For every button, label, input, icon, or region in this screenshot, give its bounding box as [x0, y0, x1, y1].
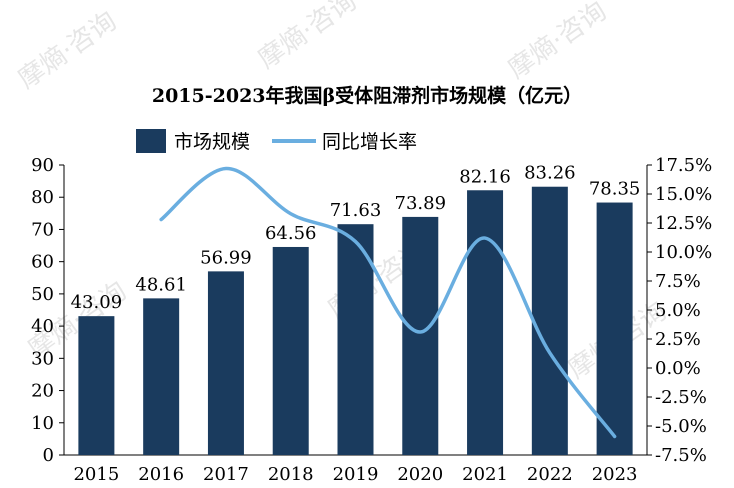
y-right-tick-label: 12.5% — [655, 213, 712, 234]
x-tick-label: 2018 — [268, 464, 314, 485]
legend-bar-swatch — [136, 129, 166, 153]
y-left-tick-label: 40 — [31, 316, 54, 337]
x-tick-label: 2023 — [592, 464, 638, 485]
bar-data-label: 83.26 — [524, 163, 576, 184]
legend-bar-label: 市场规模 — [174, 131, 250, 153]
legend: 市场规模 同比增长率 — [136, 129, 417, 153]
y-right-tick-label: -5.0% — [655, 416, 707, 437]
y-right-tick-label: 0.0% — [655, 358, 701, 379]
chart-title: 2015-2023年我国β受体阻滞剂市场规模（亿元） — [152, 84, 582, 107]
x-tick-label: 2020 — [397, 464, 443, 485]
y-left-tick-label: 90 — [31, 155, 54, 176]
y-left-tick-label: 30 — [31, 348, 54, 369]
y-left-tick-label: 10 — [31, 413, 54, 434]
y-right-tick-label: -7.5% — [655, 445, 707, 466]
bar-data-label: 71.63 — [330, 200, 382, 221]
y-left-tick-label: 60 — [31, 252, 54, 273]
bar — [531, 186, 568, 455]
y-right-tick-label: -2.5% — [655, 387, 707, 408]
y-right-tick-label: 17.5% — [655, 155, 712, 176]
y-right-tick-label: 15.0% — [655, 184, 712, 205]
x-tick-label: 2019 — [333, 464, 379, 485]
bar — [402, 216, 439, 455]
bar-data-label: 43.09 — [71, 292, 123, 313]
bar-data-label: 56.99 — [200, 247, 252, 268]
x-tick-label: 2022 — [527, 464, 573, 485]
legend-line-label: 同比增长率 — [322, 131, 417, 153]
y-right-tick-label: 5.0% — [655, 300, 701, 321]
x-tick-label: 2015 — [73, 464, 119, 485]
bar-data-label: 82.16 — [459, 166, 511, 187]
bar-data-label: 48.61 — [135, 274, 187, 295]
bar — [207, 271, 244, 455]
x-tick-label: 2021 — [462, 464, 508, 485]
y-right-tick-label: 10.0% — [655, 242, 712, 263]
y-left-tick-label: 80 — [31, 187, 54, 208]
y-left-tick-label: 50 — [31, 284, 54, 305]
y-left-tick-label: 20 — [31, 381, 54, 402]
y-right-tick-label: 7.5% — [655, 271, 701, 292]
y-left-tick-label: 70 — [31, 219, 54, 240]
y-left-tick-label: 0 — [43, 445, 54, 466]
bar-data-label: 78.35 — [589, 179, 641, 200]
bar — [272, 246, 309, 455]
bar — [143, 298, 180, 455]
x-tick-label: 2017 — [203, 464, 249, 485]
bar-data-label: 64.56 — [265, 223, 317, 244]
bar — [596, 202, 633, 455]
bar — [78, 316, 115, 455]
x-tick-label: 2016 — [138, 464, 184, 485]
bar — [337, 224, 374, 455]
bar — [467, 190, 504, 456]
y-right-tick-label: 2.5% — [655, 329, 701, 350]
growth-rate-line — [159, 166, 617, 439]
bar-data-label: 73.89 — [395, 193, 447, 214]
